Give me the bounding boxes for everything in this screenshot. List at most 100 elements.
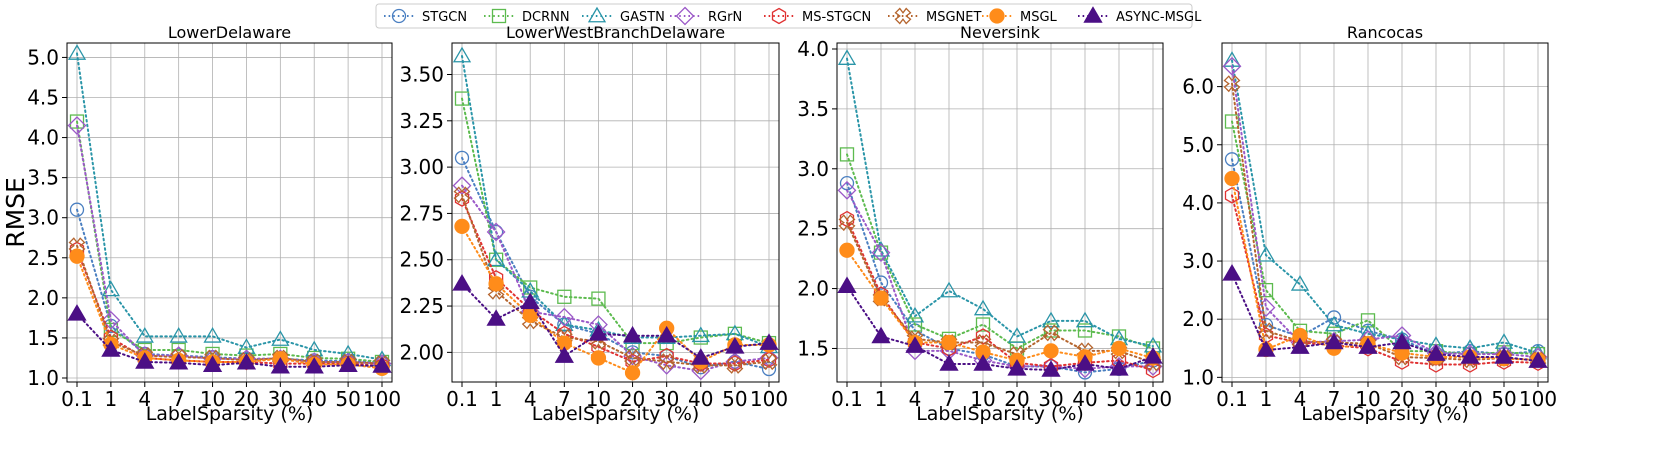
gastn-point-marker	[1324, 315, 1344, 332]
ms-stgcn-point-marker	[454, 190, 470, 207]
x-tick-label: 50	[1491, 387, 1516, 411]
y-tick-label: 1.0	[1182, 365, 1214, 389]
async-msgl-point-marker	[135, 352, 155, 369]
x-tick-label: 4	[524, 387, 537, 411]
legend-msgl-marker	[989, 8, 1005, 24]
gastn-point-marker	[67, 44, 87, 60]
ms-stgcn-point-marker	[1224, 187, 1240, 204]
x-axis-label: LabelSparsity (%)	[1301, 403, 1469, 425]
msgl-point-marker	[590, 350, 607, 366]
dcrnn-point-marker	[488, 252, 504, 267]
ms-stgcn-point-marker	[727, 355, 743, 372]
async-msgl-point-marker	[1143, 347, 1163, 364]
async-msgl-point-marker	[372, 356, 392, 373]
y-tick-label: 3.0	[27, 206, 59, 230]
plot-frame	[451, 42, 780, 383]
gastn-point-marker	[169, 327, 188, 343]
x-tick-label: 4	[909, 387, 922, 411]
rgrn-point-marker	[101, 310, 121, 330]
msgl-point-marker	[488, 276, 504, 292]
msgnet-point-marker	[521, 312, 539, 330]
legend-label: ASYNC-MSGL	[1116, 10, 1202, 25]
x-tick-label: 1	[1260, 387, 1273, 411]
msgnet-point-marker	[1042, 324, 1060, 342]
async-msgl-point-marker	[1075, 354, 1095, 371]
y-tick-label: 3.00	[399, 155, 444, 179]
y-tick-label: 2.0	[27, 286, 59, 310]
y-tick-label: 1.5	[27, 326, 59, 350]
x-tick-label: 20	[620, 387, 645, 411]
async-msgl-point-marker	[169, 352, 189, 370]
legend-item-stgcn: STGCN	[384, 8, 467, 25]
x-tick-label: 30	[1423, 387, 1448, 411]
y-tick-label: 3.0	[1182, 249, 1214, 273]
msgnet-point-marker	[1257, 322, 1275, 340]
x-tick-label: 10	[586, 387, 611, 411]
plot-frame	[1221, 42, 1549, 383]
panel-lowerwestbranchdelaware: 0.1 1 4 7 10 20 30 40 50 100 2.00 2.25 2.50 2.75 3.00 3…	[399, 23, 788, 425]
y-tick-label: 2.00	[399, 340, 444, 364]
x-tick-label: 100	[1519, 387, 1557, 411]
y-tick-label: 2.5	[27, 246, 59, 270]
legend-label: RGrN	[708, 10, 742, 25]
series-line	[76, 244, 383, 365]
async-msgl-point-marker	[1256, 340, 1276, 357]
series-dcrnn	[1224, 114, 1546, 362]
x-tick-label: 1	[105, 387, 118, 411]
dcrnn-point-marker	[557, 289, 572, 304]
x-tick-label: 40	[1457, 387, 1482, 411]
series-async-msgl	[1222, 264, 1548, 368]
dcrnn-point-marker	[693, 330, 708, 345]
x-tick-label: 30	[1038, 387, 1063, 411]
x-tick-label: 100	[1134, 387, 1172, 411]
stgcn-point-marker	[454, 150, 470, 166]
y-tick-label: 3.5	[27, 166, 59, 190]
async-msgl-point-marker	[1426, 344, 1446, 361]
async-msgl-point-marker	[1290, 337, 1310, 354]
gastn-point-marker	[905, 306, 925, 323]
async-msgl-point-marker	[1358, 337, 1378, 354]
series-line	[1231, 120, 1539, 356]
legend-label: DCRNN	[522, 10, 570, 25]
legend-stgcn-marker	[391, 8, 407, 24]
tick-labels: 0.1 1 4 7 10 20 30 40 50 100 1.5 2.0 2.5 3.0 3.5 4.0	[797, 37, 1172, 411]
series-line	[1231, 177, 1539, 361]
msgnet-point-marker	[487, 282, 505, 300]
async-msgl-point-marker	[1528, 351, 1548, 368]
series-async-msgl	[452, 274, 779, 365]
legend-item-gastn: GASTN	[582, 6, 665, 25]
x-axis-label: LabelSparsity (%)	[916, 403, 1084, 425]
async-msgl-point-marker	[588, 324, 609, 341]
dcrnn-point-marker	[907, 317, 923, 332]
series-line	[1231, 272, 1539, 363]
y-tick-label: 3.50	[399, 62, 444, 86]
ms-stgcn-point-marker	[1394, 353, 1410, 370]
y-tick-label: 1.0	[27, 366, 59, 390]
msgl-point-marker	[624, 365, 641, 381]
x-tick-label: 100	[363, 387, 401, 411]
legend-rgrn-marker	[675, 6, 695, 26]
async-msgl-point-marker	[1222, 264, 1242, 281]
y-tick-label: 3.5	[797, 97, 829, 121]
gastn-point-marker	[1007, 327, 1027, 343]
dcrnn-point-marker	[839, 147, 855, 162]
async-msgl-point-marker	[1007, 359, 1027, 376]
legend-gastn-marker	[587, 6, 607, 23]
gastn-point-marker	[691, 326, 710, 343]
x-tick-label: 0.1	[1216, 387, 1248, 411]
gastn-point-marker	[486, 250, 506, 267]
async-msgl-point-marker	[520, 292, 540, 310]
series-line	[461, 193, 770, 367]
rgrn-point-marker	[1256, 298, 1276, 317]
gridlines	[452, 43, 779, 382]
msgnet-point-marker	[1223, 75, 1241, 93]
x-tick-label: 50	[335, 387, 360, 411]
series-line	[846, 182, 1154, 374]
plot-frame	[66, 42, 393, 383]
chart-panels: 0.1 1 4 7 10 20 30 40 50 1001.01.52.02.53.03.54.0…	[1, 23, 1557, 425]
async-msgl-point-marker	[452, 274, 472, 291]
y-tick-label: 4.0	[1182, 191, 1214, 215]
rgrn-point-marker	[67, 116, 87, 135]
series-line	[1231, 65, 1539, 358]
y-tick-label: 3.25	[399, 109, 444, 133]
